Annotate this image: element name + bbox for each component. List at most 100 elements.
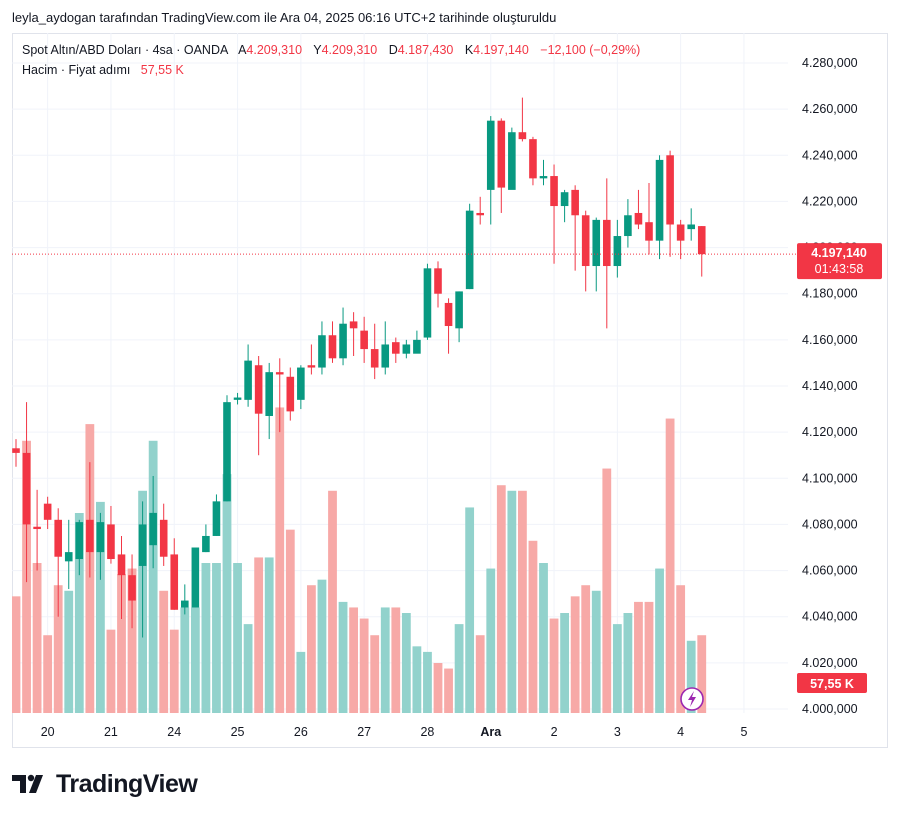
- volume-bar: [317, 579, 327, 713]
- legend-volume-value: 57,55 K: [140, 63, 184, 77]
- volume-bar: [117, 574, 126, 713]
- volume-bar: [64, 590, 74, 713]
- candle-body: [307, 365, 316, 368]
- volume-bar: [349, 607, 358, 713]
- volume-bar: [518, 490, 527, 713]
- candle-countdown: 01:43:58: [815, 262, 864, 276]
- volume-bar: [296, 651, 306, 713]
- candle: [307, 344, 316, 375]
- candle-body: [233, 397, 242, 400]
- candle: [339, 307, 347, 366]
- candle: [212, 494, 221, 536]
- candle: [275, 358, 284, 433]
- lightning-icon[interactable]: [680, 687, 704, 711]
- volume-tag: 57,55 K: [797, 673, 867, 693]
- candle-body: [624, 215, 632, 237]
- candle-body: [444, 302, 453, 327]
- legend-high-label: Y: [313, 43, 322, 57]
- volume-bar: [623, 613, 633, 713]
- legend-high: 4.209,310: [321, 43, 378, 57]
- candle: [655, 155, 664, 260]
- candle: [560, 189, 569, 223]
- volume-bar: [465, 507, 475, 713]
- candle: [64, 519, 73, 590]
- volume-bar: [665, 418, 675, 713]
- candle-body: [254, 365, 263, 414]
- volume-bar: [370, 635, 380, 713]
- volume-bar: [307, 585, 316, 713]
- candle-body: [244, 360, 252, 400]
- candle-body: [634, 212, 643, 225]
- candle-body: [265, 372, 273, 416]
- volume-bar: [43, 635, 53, 713]
- y-tick-label: 4.000,000: [802, 702, 858, 716]
- legend-volume-label[interactable]: Hacim · Fiyat adımı: [22, 63, 131, 77]
- volume-bar: [233, 563, 242, 713]
- candle-body: [465, 210, 474, 290]
- tradingview-logo[interactable]: TradingView: [12, 768, 198, 800]
- candle-body: [149, 512, 157, 546]
- volume-bar: [528, 540, 538, 713]
- candle: [571, 185, 579, 271]
- volume-bar: [380, 607, 390, 713]
- candle-body: [275, 372, 284, 375]
- volume-bar: [222, 474, 232, 713]
- candle-body: [592, 219, 601, 267]
- candle-body: [455, 291, 463, 329]
- volume-bar: [338, 601, 348, 713]
- candle-body: [676, 224, 685, 241]
- volume-bar: [412, 646, 422, 713]
- x-tick-label: 2: [551, 725, 558, 739]
- candle-body: [96, 522, 105, 553]
- candle: [233, 392, 242, 405]
- candle-body: [181, 600, 189, 608]
- candle: [592, 217, 601, 292]
- candle-body: [539, 176, 548, 179]
- legend-symbol[interactable]: Spot Altın/ABD Doları · 4sa · OANDA: [22, 43, 229, 57]
- candle: [697, 226, 706, 277]
- candle-body: [33, 526, 41, 530]
- volume-bar: [201, 563, 211, 713]
- volume-bar: [655, 568, 664, 713]
- candle-body: [603, 219, 611, 267]
- candle: [33, 489, 41, 571]
- volume-bar: [423, 651, 432, 713]
- candle: [107, 505, 115, 564]
- candle-body: [191, 547, 200, 608]
- volume-bar: [254, 557, 264, 713]
- candle: [328, 321, 337, 363]
- y-tick-label: 4.160,000: [802, 333, 858, 347]
- candle-body: [328, 335, 337, 359]
- axis-tags: 4.197,140 01:43:58 57,55 K: [680, 243, 882, 711]
- volume-bar: [180, 607, 190, 713]
- x-tick-label: 3: [614, 725, 621, 739]
- volume-bar: [53, 585, 63, 713]
- x-tick-label: 21: [104, 725, 118, 739]
- candle: [581, 210, 590, 292]
- candle: [181, 584, 189, 615]
- y-tick-label: 4.080,000: [802, 517, 858, 531]
- y-tick-label: 4.140,000: [802, 379, 858, 393]
- time-axis: 20 21 24 25 26 27 28 Ara 2 3 4 5: [41, 725, 748, 739]
- candle-body: [212, 501, 221, 536]
- chart-canvas[interactable]: 4.280,000 4.260,000 4.240,000 4.220,000 4.20…: [12, 33, 888, 748]
- candle-body: [560, 192, 569, 207]
- current-price-value: 4.197,140: [811, 246, 867, 260]
- candle: [550, 164, 558, 264]
- x-tick-label: 5: [740, 725, 747, 739]
- volume-bar: [275, 407, 285, 713]
- volume-tag-bg: [797, 673, 867, 693]
- volume-bar: [169, 629, 179, 713]
- candle-body: [381, 344, 390, 368]
- volume-bar: [401, 613, 411, 713]
- candle: [349, 312, 358, 357]
- candle-body: [550, 176, 558, 207]
- candle-body: [486, 120, 495, 190]
- candle: [286, 367, 295, 421]
- candle-body: [687, 224, 695, 230]
- candle: [202, 524, 210, 553]
- volume-bars: [12, 407, 707, 713]
- candle: [138, 501, 147, 638]
- candle: [117, 535, 126, 620]
- candle-body: [370, 349, 379, 368]
